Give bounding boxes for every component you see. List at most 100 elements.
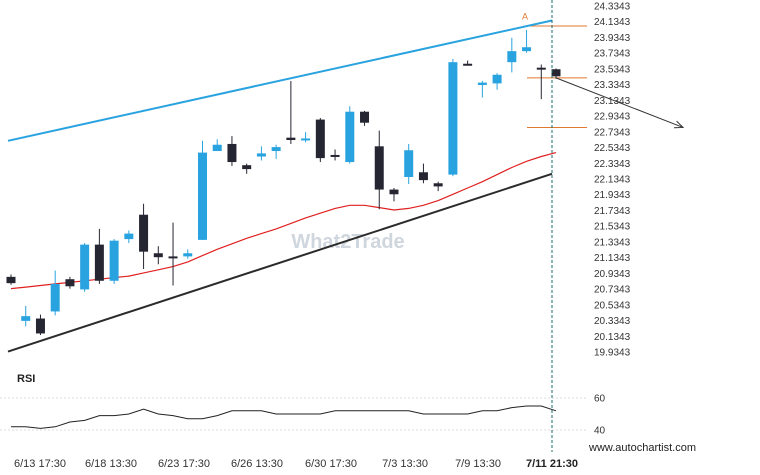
candle xyxy=(374,130,384,210)
candle-body xyxy=(551,69,561,77)
candle xyxy=(330,149,340,161)
candle xyxy=(301,132,311,143)
y-tick-label: 21.3343 xyxy=(594,237,631,248)
candle xyxy=(109,239,119,284)
candle-body xyxy=(448,62,458,175)
candle-body xyxy=(286,137,296,141)
candle xyxy=(21,305,31,327)
rsi-label: RSI xyxy=(17,373,35,385)
candle-body xyxy=(6,276,16,284)
y-tick-label: 22.5343 xyxy=(594,143,631,154)
candle-body xyxy=(330,154,340,157)
support-line xyxy=(7,172,553,353)
candle xyxy=(271,144,281,159)
candle-body xyxy=(168,256,178,259)
y-tick-label: 20.5343 xyxy=(594,300,631,311)
candle-body xyxy=(153,253,163,258)
candle xyxy=(94,228,104,284)
rsi-panel: RSI 60 40 xyxy=(0,373,606,437)
candle xyxy=(360,110,370,126)
candle xyxy=(80,243,90,292)
y-tick-label: 20.1343 xyxy=(594,332,631,343)
candle xyxy=(6,274,16,285)
candle-body xyxy=(80,244,90,290)
candle-body xyxy=(522,47,532,52)
candle-body xyxy=(242,165,252,170)
candle-body xyxy=(315,119,325,159)
y-tick-label: 23.7343 xyxy=(594,49,631,60)
candle xyxy=(153,246,163,265)
candle xyxy=(65,276,75,289)
candle-body xyxy=(183,253,193,257)
rsi-tick-label: 40 xyxy=(594,426,606,437)
candle xyxy=(242,163,252,174)
pattern-marker-layer: A xyxy=(522,11,528,21)
x-tick-label: 6/26 13:30 xyxy=(231,458,283,470)
y-tick-label: 21.1343 xyxy=(594,253,631,264)
candle xyxy=(183,249,193,259)
candle-body xyxy=(492,74,502,84)
forecast-arrow-layer xyxy=(555,77,685,129)
resistance-line xyxy=(7,19,553,142)
y-tick-label: 19.9343 xyxy=(594,348,631,359)
candle-body xyxy=(360,111,370,123)
candle-body xyxy=(463,63,473,66)
candle-body xyxy=(227,143,237,163)
site-watermark: www.autochartist.com xyxy=(588,442,696,454)
price-levels xyxy=(527,25,587,128)
candle-body xyxy=(65,279,75,287)
candle xyxy=(286,81,296,144)
x-tick-label: 6/23 17:30 xyxy=(158,458,210,470)
candle xyxy=(507,37,517,73)
rsi-line xyxy=(11,405,557,429)
y-tick-label: 23.3343 xyxy=(594,80,631,91)
x-tick-label: 7/11 21:30 xyxy=(526,458,578,470)
y-axis: 24.3343 24.1343 23.9343 23.7343 23.5343 23.33… xyxy=(594,2,631,359)
trend-lines xyxy=(7,19,553,353)
candle-body xyxy=(197,152,207,240)
candle xyxy=(345,106,355,164)
y-tick-label: 20.3343 xyxy=(594,316,631,327)
candle-body xyxy=(109,240,119,281)
y-tick-label: 23.5343 xyxy=(594,64,631,75)
candle xyxy=(124,230,134,244)
candle-body xyxy=(507,51,517,63)
candles xyxy=(6,29,561,336)
candle-body xyxy=(433,183,443,187)
candle-body xyxy=(477,82,487,85)
candle xyxy=(389,187,399,202)
candle xyxy=(477,81,487,98)
y-tick-label: 22.3343 xyxy=(594,159,631,170)
x-axis: 6/13 17:30 6/18 13:30 6/23 17:30 6/26 13:30… xyxy=(14,458,578,470)
y-tick-label: 20.7343 xyxy=(594,285,631,296)
x-tick-label: 6/30 17:30 xyxy=(305,458,357,470)
candle-body xyxy=(418,172,428,181)
candle-body xyxy=(94,244,104,281)
candle xyxy=(256,146,266,161)
moving-average-line xyxy=(10,152,557,290)
candle xyxy=(139,203,149,269)
candle-body xyxy=(374,146,384,190)
y-tick-label: 21.5343 xyxy=(594,222,631,233)
candle xyxy=(522,29,532,53)
x-tick-label: 7/3 13:30 xyxy=(382,458,428,470)
logo-watermark-group: What2Trade xyxy=(291,231,404,253)
y-tick-label: 23.9343 xyxy=(594,33,631,44)
logo-watermark: What2Trade xyxy=(291,231,404,253)
x-tick-label: 6/13 17:30 xyxy=(14,458,66,470)
forecast-arrow-line xyxy=(555,77,684,128)
candle xyxy=(168,222,178,286)
candle xyxy=(448,59,458,177)
candle-body xyxy=(256,153,266,157)
candle-body xyxy=(212,144,222,152)
y-tick-label: 22.9343 xyxy=(594,112,631,123)
candle-body xyxy=(271,147,281,152)
candle xyxy=(463,60,473,66)
candle xyxy=(404,143,414,185)
candle-body xyxy=(35,318,45,334)
candle-body xyxy=(50,283,60,312)
candle-body xyxy=(301,138,311,141)
pattern-marker: A xyxy=(522,11,528,21)
candle xyxy=(315,118,325,163)
